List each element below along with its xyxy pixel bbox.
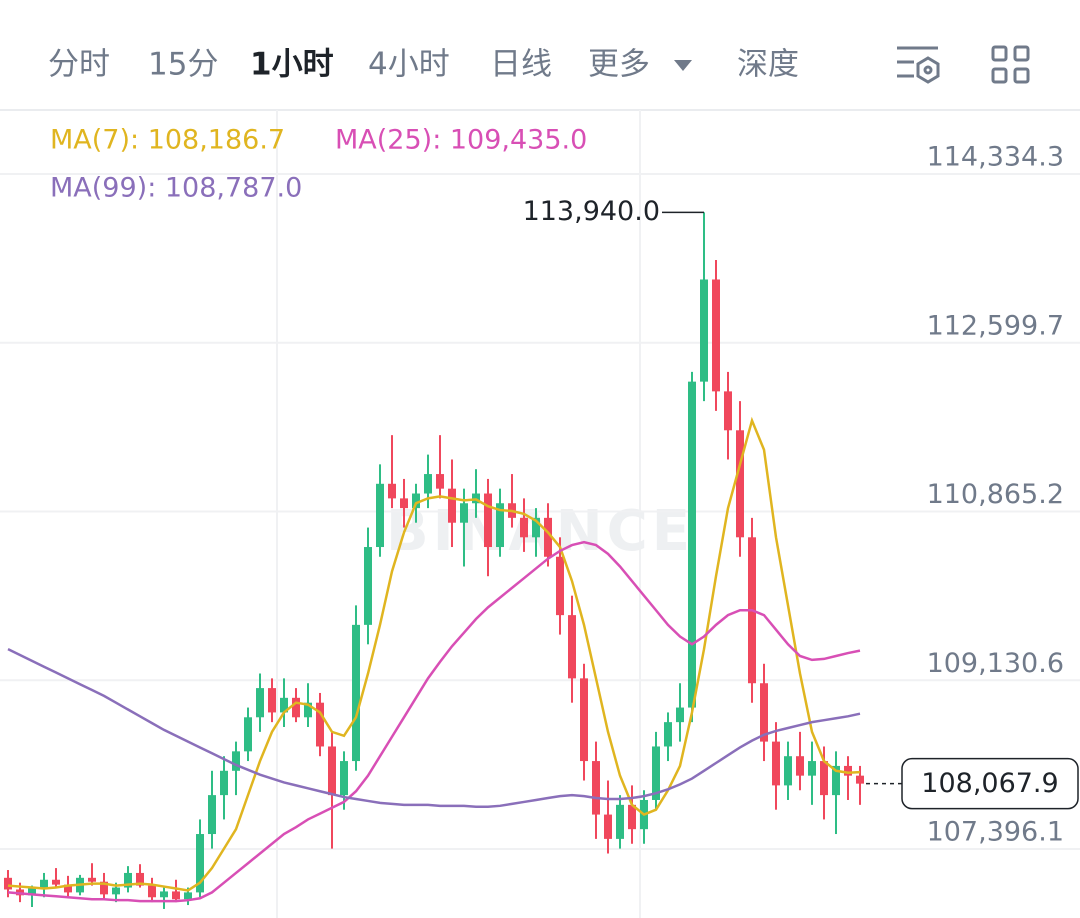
tab[interactable]: 分时 (48, 47, 110, 83)
candle-body (292, 697, 300, 718)
plot: BINANCE107,396.1109,130.6110,865.2112,59… (0, 125, 1080, 909)
candle-body (856, 775, 864, 784)
candle-body (436, 474, 444, 489)
candle-body (268, 688, 276, 713)
candle-body (148, 885, 156, 898)
tab[interactable]: 4小时 (368, 47, 450, 83)
candle-body (412, 493, 420, 509)
last-price-box (901, 757, 1079, 810)
candle-body (796, 756, 804, 776)
candle-body (784, 756, 792, 786)
candle-body (232, 751, 240, 771)
candle-body (724, 391, 732, 431)
candle-body (484, 493, 492, 548)
candle-body (196, 834, 204, 893)
candle-body (400, 498, 408, 509)
candle-body (604, 814, 612, 839)
candle-body (568, 615, 576, 679)
candle-body (520, 517, 528, 538)
candle-body (832, 765, 840, 796)
tab[interactable]: 日线 (490, 47, 552, 83)
candle-body (280, 697, 288, 713)
candle-body (304, 702, 312, 718)
candle-body (844, 765, 852, 776)
candle-body (184, 892, 192, 900)
candle-body (496, 503, 504, 548)
candle-body (544, 517, 552, 557)
last-price-label: 108,067.9 (921, 768, 1058, 799)
candle-body (64, 884, 72, 893)
candle-body (208, 795, 216, 835)
candle-body (352, 624, 360, 762)
candle-body (100, 881, 108, 895)
candle-body (664, 722, 672, 747)
candle-body (712, 279, 720, 392)
candle-body (676, 707, 684, 723)
settings-icon[interactable] (897, 46, 940, 84)
candle-body (220, 770, 228, 796)
tab-bar: 分时 15分 1小时 4小时 日线 更多 深度 (48, 47, 799, 83)
candle-body (328, 746, 336, 796)
candle-body (160, 891, 168, 898)
candle-body (52, 879, 60, 885)
legend-entry: MA(7): 108,186.7 (50, 125, 285, 156)
candle-body (808, 761, 816, 776)
ma-line (7, 416, 861, 892)
tab[interactable]: 更多 (588, 47, 650, 83)
y-tick-label: 114,334.3 (927, 141, 1064, 172)
high-label: 113,940.0 (523, 196, 660, 227)
legend-entry: MA(99): 108,787.0 (50, 173, 302, 204)
candle-body (448, 488, 456, 523)
candle-body (340, 761, 348, 796)
candle-body (244, 717, 252, 752)
candle-body (136, 872, 144, 886)
candle-body (4, 877, 12, 890)
candle-body (652, 746, 660, 800)
candle-body (460, 503, 468, 523)
legend-entry: MA(25): 109,435.0 (335, 125, 587, 156)
candle-body (172, 891, 180, 900)
candle-body (772, 741, 780, 786)
candle-body (700, 279, 708, 382)
y-tick-label: 112,599.7 (927, 310, 1064, 341)
candle-body (40, 879, 48, 889)
candle-body (112, 887, 120, 895)
candle-body (532, 517, 540, 538)
candle-body (256, 688, 264, 718)
candle-body (736, 430, 744, 538)
candle-body (364, 547, 372, 625)
tab[interactable]: 1小时 (250, 47, 334, 83)
candle-body (28, 888, 36, 896)
candle-body (376, 483, 384, 548)
y-tick-label: 110,865.2 (927, 479, 1064, 510)
candle-body (580, 678, 588, 762)
candle-body (388, 483, 396, 499)
candle-body (628, 804, 636, 830)
ma-line (7, 540, 861, 903)
candle-body (592, 761, 600, 815)
ma-line (7, 648, 861, 809)
candle-body (124, 872, 132, 888)
tab[interactable]: 深度 (737, 47, 799, 83)
candle-body (688, 381, 696, 708)
candle-body (424, 474, 432, 494)
candle-body (820, 761, 828, 796)
candle-body (616, 804, 624, 839)
candle-body (316, 702, 324, 747)
candle-body (556, 556, 564, 616)
y-tick-label: 109,130.6 (927, 648, 1064, 679)
tab[interactable]: 15分 (148, 47, 218, 83)
y-tick-label: 107,396.1 (927, 817, 1064, 848)
dropdown-arrow[interactable] (674, 60, 692, 71)
candle-body (88, 877, 96, 882)
layout-icon[interactable] (991, 45, 1030, 84)
candle-body (760, 683, 768, 742)
